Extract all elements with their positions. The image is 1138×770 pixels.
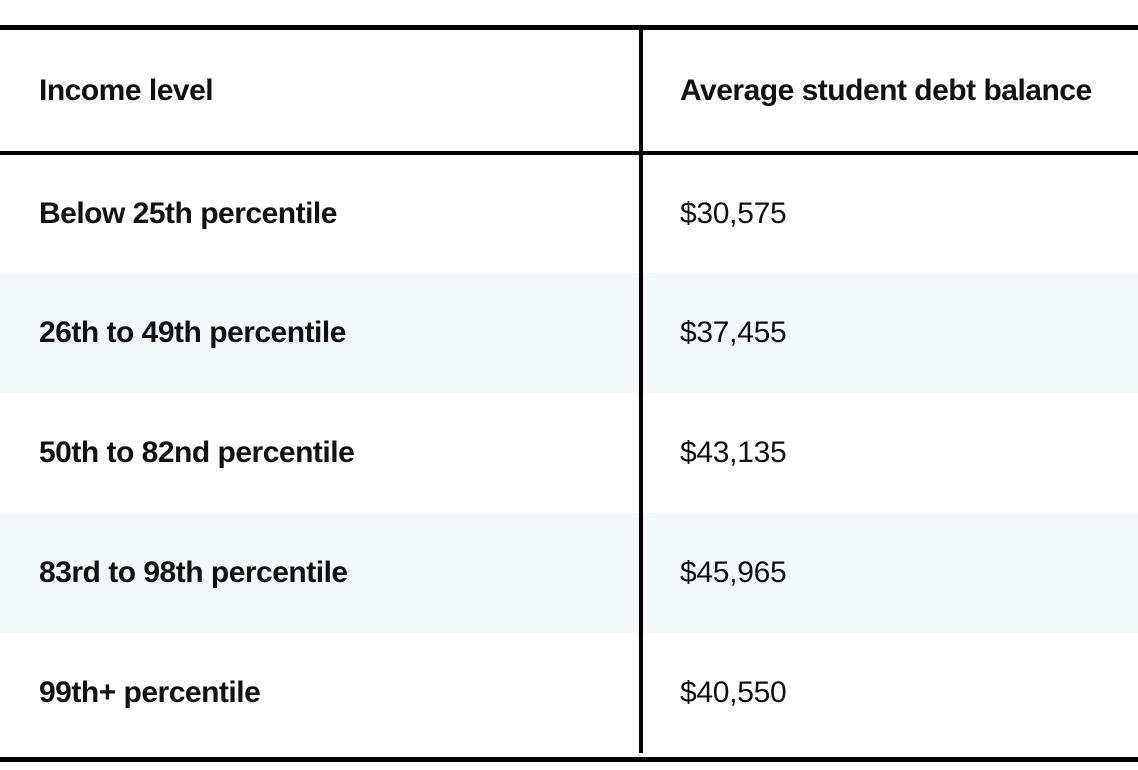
income-level-cell: 26th to 49th percentile [0,273,643,393]
table-row: 99th+ percentile $40,550 [0,633,1138,753]
debt-balance-cell: $40,550 [680,676,787,709]
income-level-cell: 99th+ percentile [0,633,643,753]
table-row: 83rd to 98th percentile $45,965 [0,513,1138,633]
debt-balance-cell: $30,575 [680,197,787,230]
debt-by-income-table: Income level Average student debt balanc… [0,30,1138,753]
table-header-row: Income level Average student debt balanc… [0,30,1138,155]
debt-balance-cell: $43,135 [680,436,787,469]
column-header-income-level: Income level [0,30,643,155]
table-row: 26th to 49th percentile $37,455 [0,273,1138,393]
debt-by-income-table-frame: Income level Average student debt balanc… [0,25,1138,762]
debt-balance-cell: $37,455 [641,273,1138,393]
table-row: 50th to 82nd percentile $43,135 [0,393,1138,513]
column-header-average-debt: Average student debt balance [641,30,1138,155]
table-row: Below 25th percentile $30,575 [0,153,1138,273]
income-level-cell: 50th to 82nd percentile [0,393,643,513]
income-level-cell: Below 25th percentile [0,153,643,273]
debt-balance-cell: $45,965 [641,513,1138,633]
income-level-cell: 83rd to 98th percentile [0,513,643,633]
